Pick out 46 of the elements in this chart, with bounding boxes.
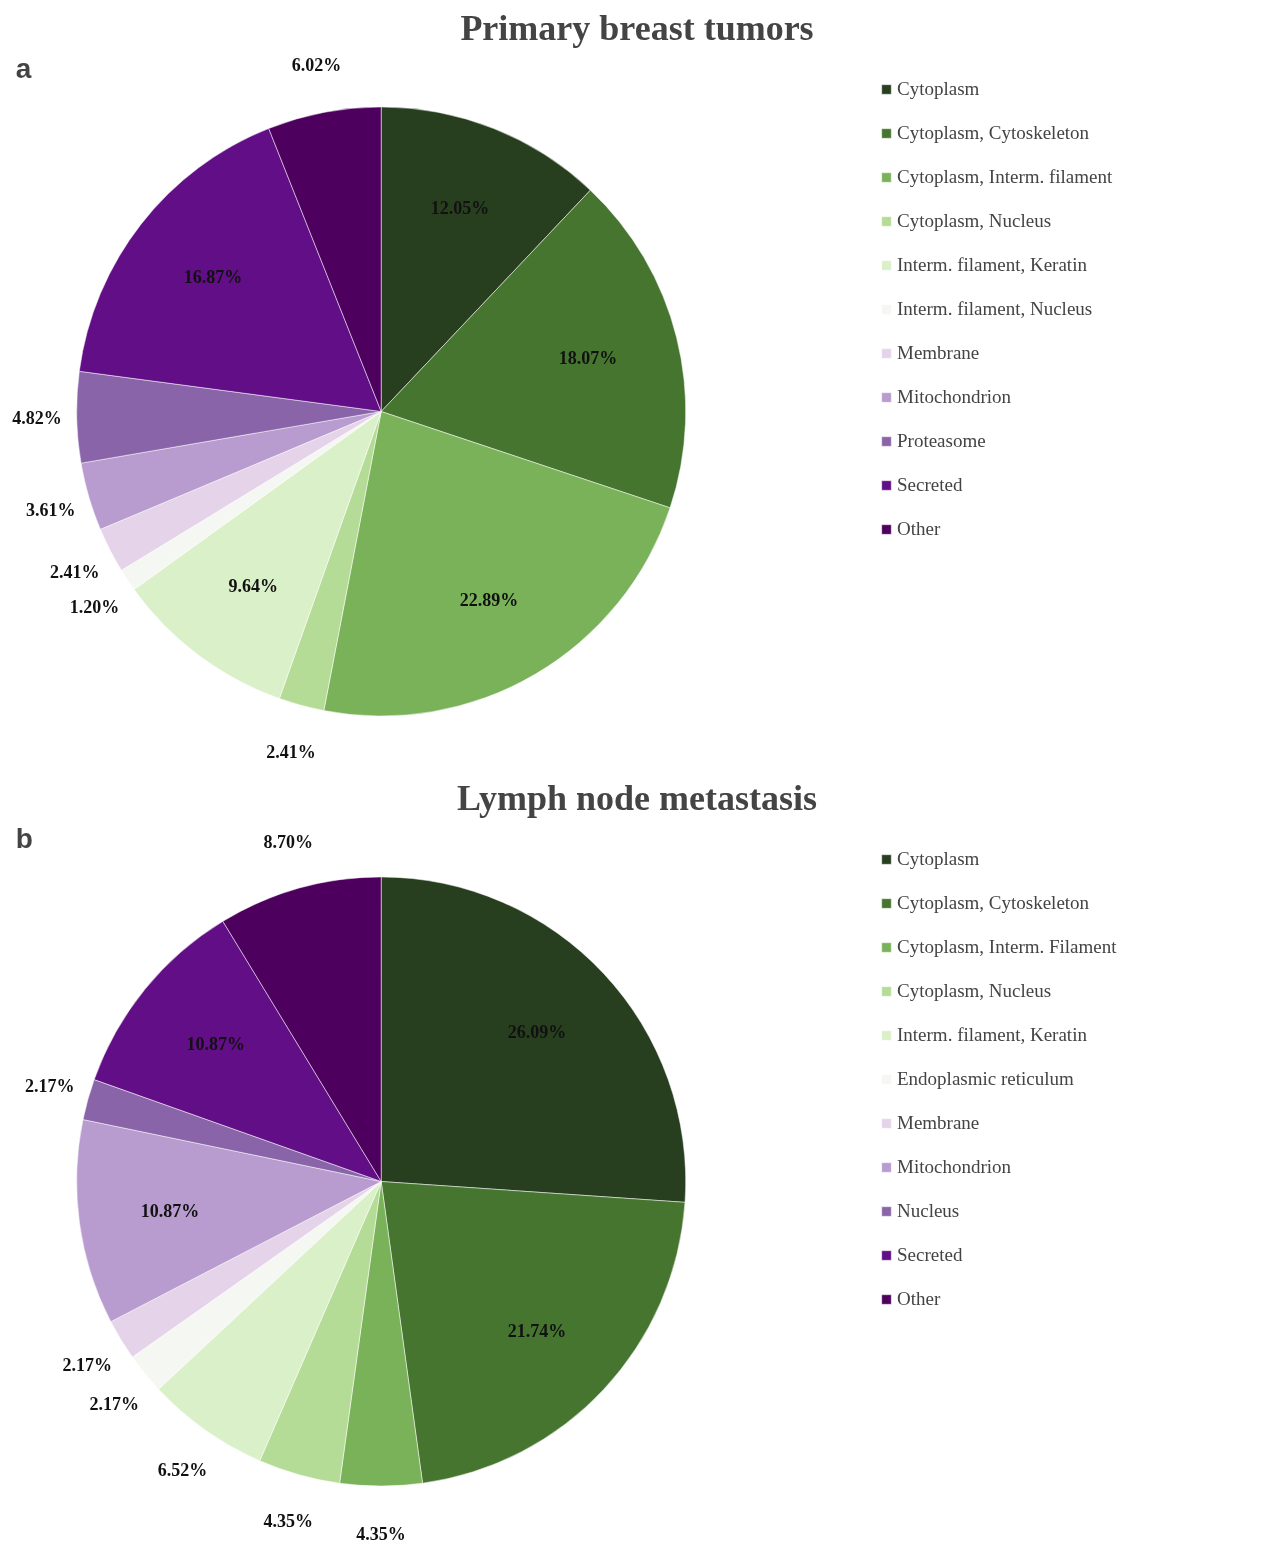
data-label: 4.35% bbox=[263, 1511, 313, 1532]
text: b bbox=[15, 822, 33, 854]
legend-label: Nucleus bbox=[897, 1200, 960, 1222]
legend-label: Cytoplasm, Interm. Filament bbox=[897, 936, 1117, 958]
data-label: 6.02% bbox=[291, 55, 342, 76]
data-label: 9.64% bbox=[228, 576, 278, 597]
data-label: 10.87% bbox=[186, 1033, 246, 1054]
legend-label: Proteasome bbox=[897, 430, 986, 452]
data-label: 2.17% bbox=[25, 1076, 75, 1097]
data-label: 8.70% bbox=[263, 831, 314, 852]
text: a bbox=[15, 52, 32, 84]
data-label: 2.41% bbox=[266, 741, 316, 762]
legend-label: Cytoplasm, Cytoskeleton bbox=[897, 892, 1090, 914]
data-label: 16.87% bbox=[183, 267, 243, 288]
data-label: 6.52% bbox=[157, 1459, 208, 1480]
chart-title: Primary breast tumors bbox=[460, 7, 814, 48]
data-label: 2.17% bbox=[62, 1354, 112, 1375]
legend-label: Cytoplasm bbox=[897, 848, 980, 870]
data-label: 2.41% bbox=[50, 562, 100, 583]
legend-label: Endoplasmic reticulum bbox=[897, 1068, 1074, 1090]
data-label: 4.35% bbox=[356, 1524, 406, 1544]
legend-label: Cytoplasm, Nucleus bbox=[897, 980, 1052, 1002]
data-label: 1.20% bbox=[69, 596, 120, 617]
legend-label: Interm. filament, Nucleus bbox=[897, 298, 1093, 320]
legend-label: Cytoplasm, Nucleus bbox=[897, 210, 1052, 232]
legend-label: Membrane bbox=[897, 1112, 980, 1134]
legend-label: Mitochondrion bbox=[897, 386, 1011, 408]
legend-label: Cytoplasm, Interm. filament bbox=[897, 166, 1113, 188]
data-label: 4.82% bbox=[12, 408, 62, 429]
legend-label: Secreted bbox=[897, 1244, 963, 1266]
legend-label: Interm. filament, Keratin bbox=[897, 1024, 1087, 1046]
legend-label: Other bbox=[897, 518, 941, 540]
legend-label: Cytoplasm bbox=[897, 78, 980, 100]
legend-label: Cytoplasm, Cytoskeleton bbox=[897, 122, 1090, 144]
legend-label: Membrane bbox=[897, 342, 980, 364]
legend-label: Mitochondrion bbox=[897, 1156, 1011, 1178]
data-label: 3.61% bbox=[26, 500, 76, 521]
data-label: 18.07% bbox=[558, 348, 618, 369]
data-label: 2.17% bbox=[89, 1394, 139, 1415]
data-label: 21.74% bbox=[507, 1320, 567, 1341]
legend-label: Interm. filament, Keratin bbox=[897, 254, 1087, 276]
chart-title: Lymph node metastasis bbox=[456, 777, 818, 818]
data-label: 22.89% bbox=[459, 590, 519, 611]
legend-label: Secreted bbox=[897, 474, 963, 496]
data-label: 10.87% bbox=[140, 1201, 200, 1222]
legend-label: Other bbox=[897, 1288, 941, 1310]
